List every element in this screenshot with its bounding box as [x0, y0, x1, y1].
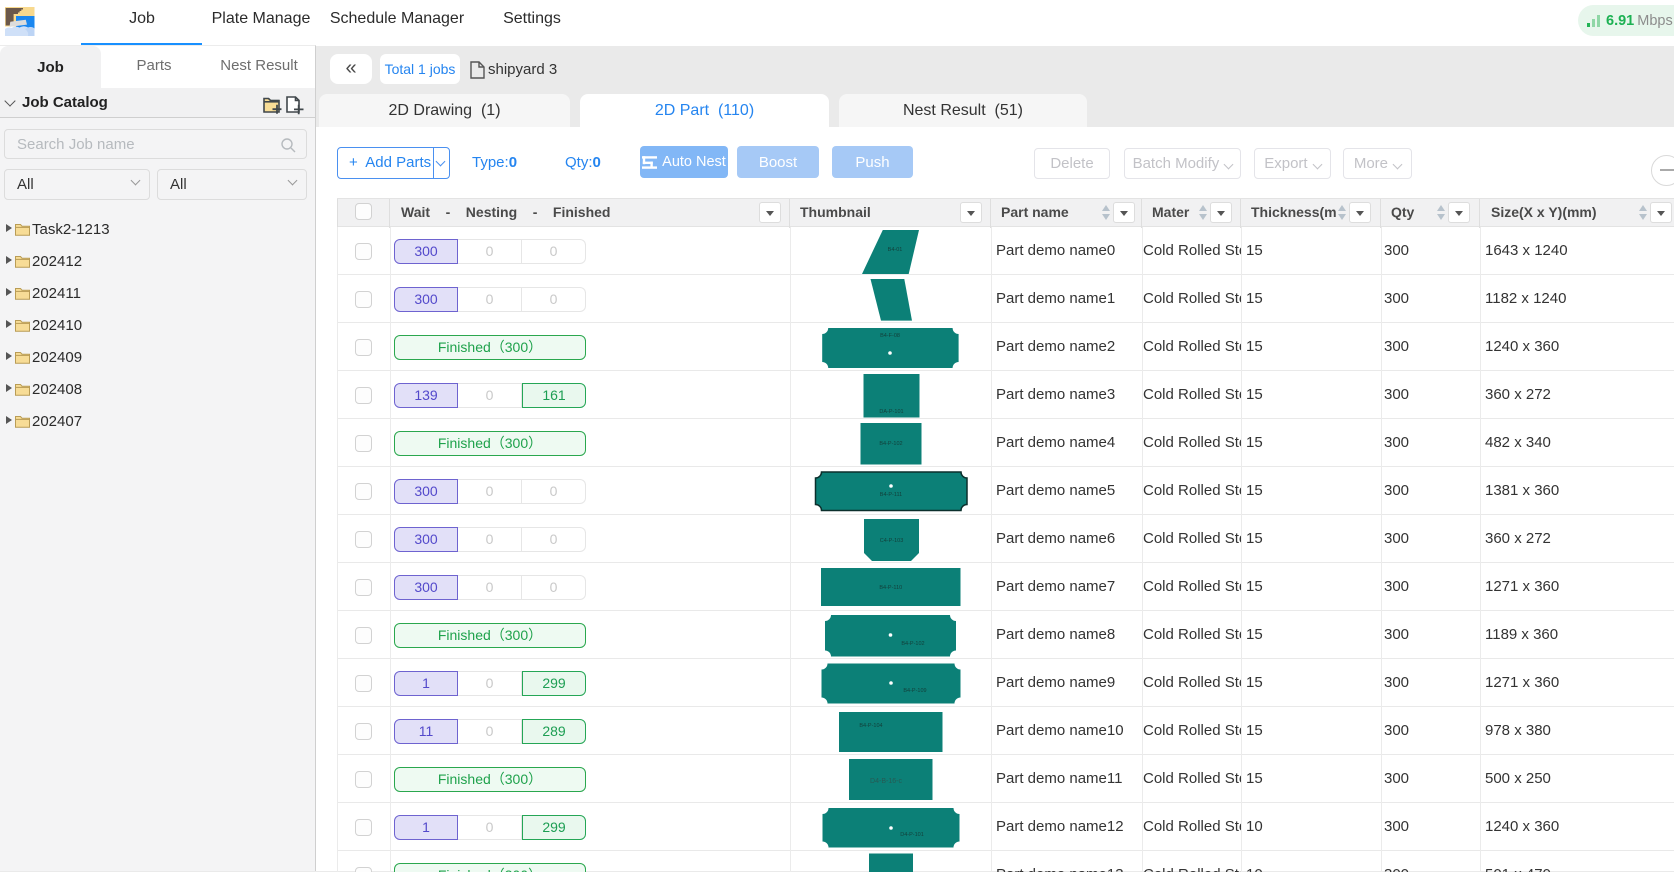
- svg-text:DA-P-101: DA-P-101: [879, 409, 903, 415]
- svg-text:B4-P-102: B4-P-102: [901, 641, 924, 647]
- svg-text:B4-P-110: B4-P-110: [879, 585, 902, 591]
- svg-text:B4-P-111: B4-P-111: [880, 492, 902, 498]
- svg-text:B4-P-102: B4-P-102: [879, 441, 902, 447]
- svg-text:D4-B-16-c: D4-B-16-c: [870, 778, 902, 785]
- svg-text:D4-P-101: D4-P-101: [900, 832, 924, 838]
- svg-text:B4-01: B4-01: [888, 247, 903, 253]
- svg-text:B4-F-08: B4-F-08: [880, 333, 900, 339]
- svg-text:B4-P-104: B4-P-104: [859, 723, 882, 729]
- svg-text:C4-P-103: C4-P-103: [880, 538, 904, 544]
- svg-text:B4-P-109: B4-P-109: [903, 688, 926, 694]
